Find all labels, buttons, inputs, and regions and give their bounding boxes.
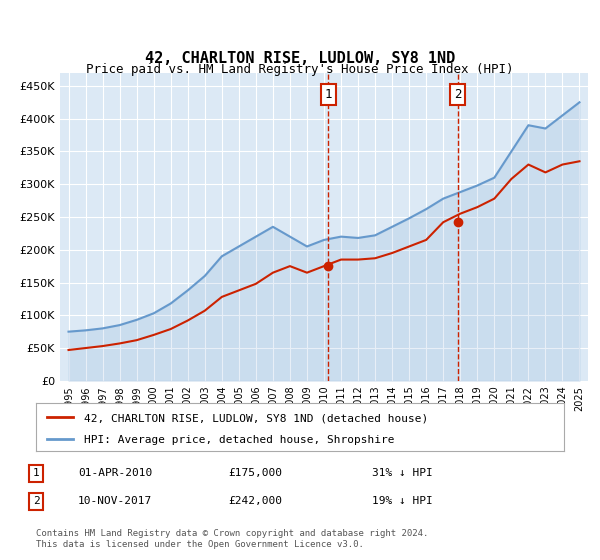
Text: Contains HM Land Registry data © Crown copyright and database right 2024.
This d: Contains HM Land Registry data © Crown c… xyxy=(36,529,428,549)
Text: 10-NOV-2017: 10-NOV-2017 xyxy=(78,496,152,506)
Text: 01-APR-2010: 01-APR-2010 xyxy=(78,468,152,478)
Text: 1: 1 xyxy=(32,468,40,478)
Text: 42, CHARLTON RISE, LUDLOW, SY8 1ND (detached house): 42, CHARLTON RISE, LUDLOW, SY8 1ND (deta… xyxy=(83,413,428,423)
Text: £175,000: £175,000 xyxy=(228,468,282,478)
Text: 31% ↓ HPI: 31% ↓ HPI xyxy=(372,468,433,478)
Text: 42, CHARLTON RISE, LUDLOW, SY8 1ND: 42, CHARLTON RISE, LUDLOW, SY8 1ND xyxy=(145,52,455,66)
Text: £242,000: £242,000 xyxy=(228,496,282,506)
Text: 2: 2 xyxy=(454,88,461,101)
Text: 2: 2 xyxy=(32,496,40,506)
Text: 1: 1 xyxy=(325,88,332,101)
Text: Price paid vs. HM Land Registry's House Price Index (HPI): Price paid vs. HM Land Registry's House … xyxy=(86,63,514,77)
Text: 19% ↓ HPI: 19% ↓ HPI xyxy=(372,496,433,506)
Text: HPI: Average price, detached house, Shropshire: HPI: Average price, detached house, Shro… xyxy=(83,435,394,445)
